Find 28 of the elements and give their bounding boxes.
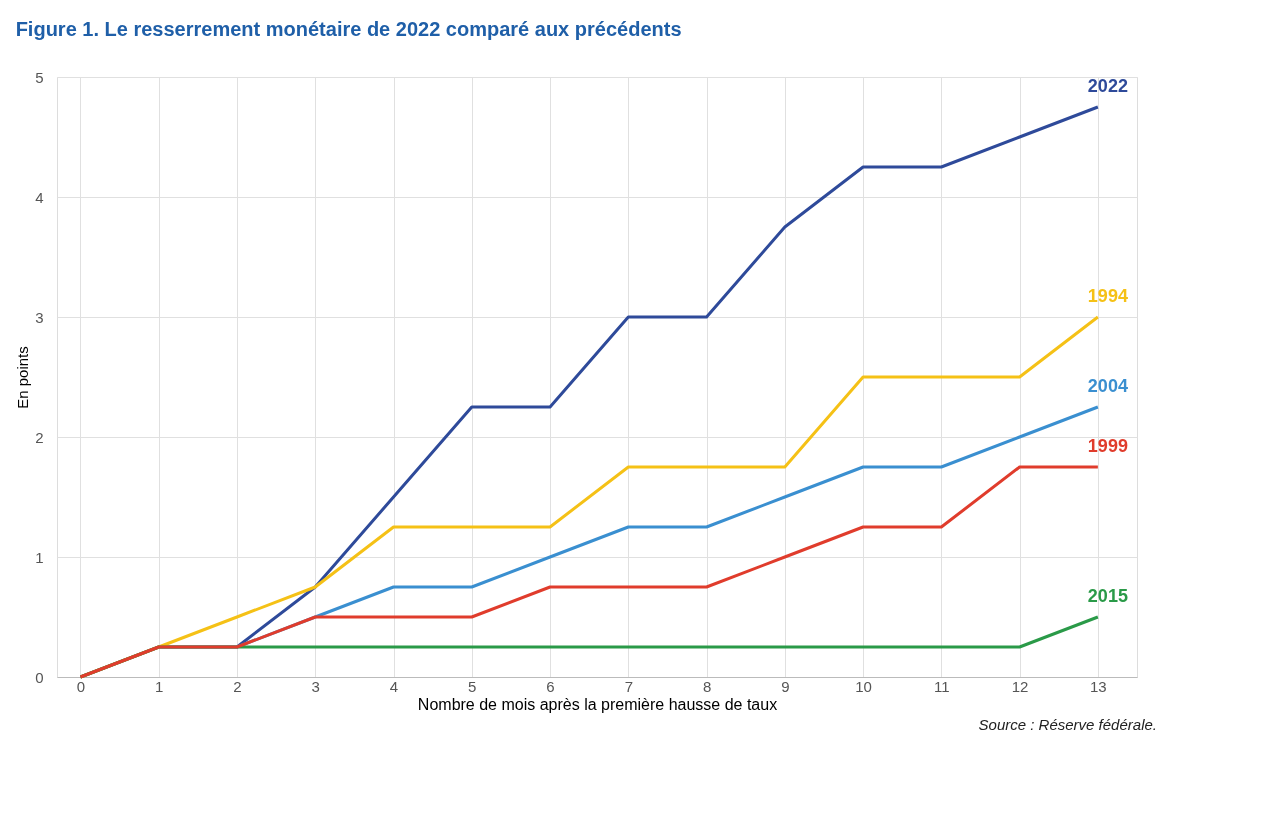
series-label: 1999 bbox=[1087, 436, 1128, 456]
x-tick-label: 9 bbox=[781, 677, 790, 695]
x-tick-label: 0 bbox=[76, 677, 86, 695]
y-axis-title: En points bbox=[14, 346, 32, 409]
source-note: Source : Réserve fédérale. bbox=[978, 716, 1157, 733]
x-tick-label: 11 bbox=[934, 677, 950, 695]
x-axis-title: Nombre de mois après la première hausse de taux bbox=[417, 695, 778, 713]
x-tick-label: 8 bbox=[702, 677, 712, 695]
x-tick-label: 5 bbox=[468, 677, 477, 695]
y-tick-label: 4 bbox=[35, 188, 44, 206]
y-tick-label: 3 bbox=[35, 308, 44, 326]
x-tick-label: 12 bbox=[1011, 677, 1029, 695]
y-tick-label: 1 bbox=[35, 548, 44, 566]
x-tick-label: 13 bbox=[1090, 677, 1107, 695]
x-tick-label: 2 bbox=[233, 677, 242, 695]
series-label: 2022 bbox=[1087, 76, 1128, 96]
x-tick-label: 10 bbox=[855, 677, 872, 695]
series-label: 2015 bbox=[1087, 586, 1128, 606]
x-tick-label: 1 bbox=[155, 677, 164, 695]
x-tick-label: 7 bbox=[624, 677, 633, 695]
chart-title: Figure 1. Le resserrement monétaire de 2022 comparé aux précédents bbox=[15, 18, 682, 40]
series-label: 1994 bbox=[1087, 286, 1128, 306]
y-tick-label: 5 bbox=[35, 68, 44, 86]
series-label: 2004 bbox=[1087, 376, 1128, 396]
x-tick-label: 4 bbox=[389, 677, 399, 695]
y-tick-label: 2 bbox=[35, 428, 44, 446]
x-tick-label: 3 bbox=[311, 677, 320, 695]
x-tick-label: 6 bbox=[546, 677, 555, 695]
